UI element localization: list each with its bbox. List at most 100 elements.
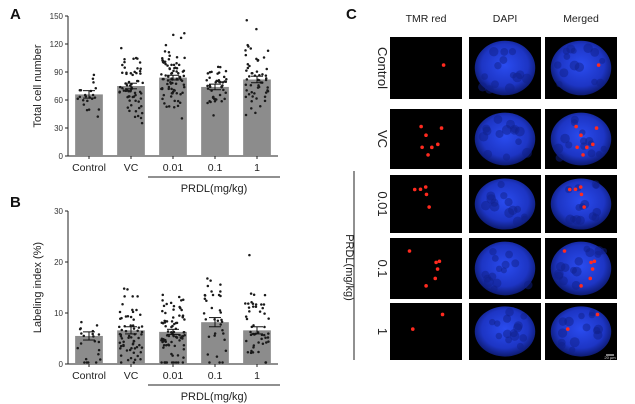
column-header: TMR red [406,13,447,25]
data-point [219,311,223,314]
data-point [244,302,247,305]
data-point [175,61,178,65]
data-point [137,336,140,340]
nucleus-shadow [523,280,533,290]
data-point [257,341,260,344]
nucleus-shadow [569,215,577,223]
data-point [182,331,186,334]
data-point [246,63,250,66]
data-point [249,47,253,50]
tmr-red-spot [575,145,579,150]
data-point [172,88,176,92]
data-point [176,354,180,357]
data-point [97,333,101,336]
nucleus-shadow [495,332,503,340]
data-point [84,357,88,361]
data-point [135,308,138,312]
data-point [80,332,83,335]
nucleus-shadow [504,198,513,207]
data-point [249,351,253,355]
data-point [266,86,269,89]
tmr-red-spot [440,312,445,317]
data-point [182,343,186,347]
nucleus-shadow [559,68,569,78]
data-point [254,303,258,306]
nucleus-shadow [591,180,600,189]
data-point [139,350,143,354]
data-point [170,331,173,334]
data-point [135,345,139,349]
data-point [207,335,211,338]
data-point [125,71,128,75]
data-point [266,336,270,339]
data-point [131,324,135,327]
data-point [123,60,126,64]
tmr-red-spot [420,145,424,150]
data-point [165,302,168,306]
data-point [139,72,142,75]
data-point [170,91,174,95]
x-tick-label: Control [72,162,106,174]
nucleus-shadow [599,57,606,64]
data-point [161,340,164,344]
data-point [175,70,178,73]
data-point [120,316,123,320]
data-point [127,90,130,93]
data-point [251,351,255,354]
data-point [181,337,184,340]
data-point [172,304,176,308]
data-point [174,321,178,325]
data-point [121,302,124,306]
data-point [181,314,185,317]
tmr-red-spot [562,249,567,253]
data-point [263,95,267,99]
x-tick-label: 0.01 [163,370,184,382]
data-point [223,338,226,342]
data-point [222,88,225,92]
row-label: VC [375,130,390,148]
data-point [83,361,86,364]
data-point [178,101,182,104]
nucleus-shadow [596,78,605,87]
data-point [181,361,185,364]
data-point [141,81,144,85]
data-point [167,75,170,78]
data-point [118,341,122,345]
data-point [172,69,175,73]
data-point [122,89,126,92]
nucleus-shadow [508,205,518,216]
data-point [128,348,132,352]
data-point [180,79,184,83]
data-point [165,105,168,109]
data-point [257,350,260,354]
tmr-red-spot [412,187,417,192]
nucleus-shadow [483,149,493,159]
nucleus-shadow [520,312,528,320]
nucleus-shadow [600,145,607,152]
data-point [119,347,122,350]
x-tick-label: 0.1 [208,370,223,382]
data-point [92,73,96,77]
micrograph-grid: TMR red DAPI Merged Control VC 0.01 0.1 1 20 µm P… [343,13,617,360]
nucleus-shadow [569,346,576,353]
nucleus-shadow [522,147,532,158]
data-point [178,339,181,342]
data-point [162,304,166,308]
nucleus-shadow [569,337,580,348]
nucleus-shadow [509,72,517,79]
data-point [119,344,123,348]
data-point [138,69,142,73]
data-point [129,336,133,339]
nucleus-shadow [555,153,564,162]
data-point [206,72,210,75]
data-point [175,77,179,80]
data-point [164,74,167,77]
data-point [177,295,181,299]
data-point [255,70,259,73]
nucleus-shadow [574,257,583,266]
data-point [264,361,268,364]
nucleus-shadow [508,48,517,56]
data-point [97,348,101,352]
nucleus-shadow [562,47,570,55]
data-point [169,301,173,305]
